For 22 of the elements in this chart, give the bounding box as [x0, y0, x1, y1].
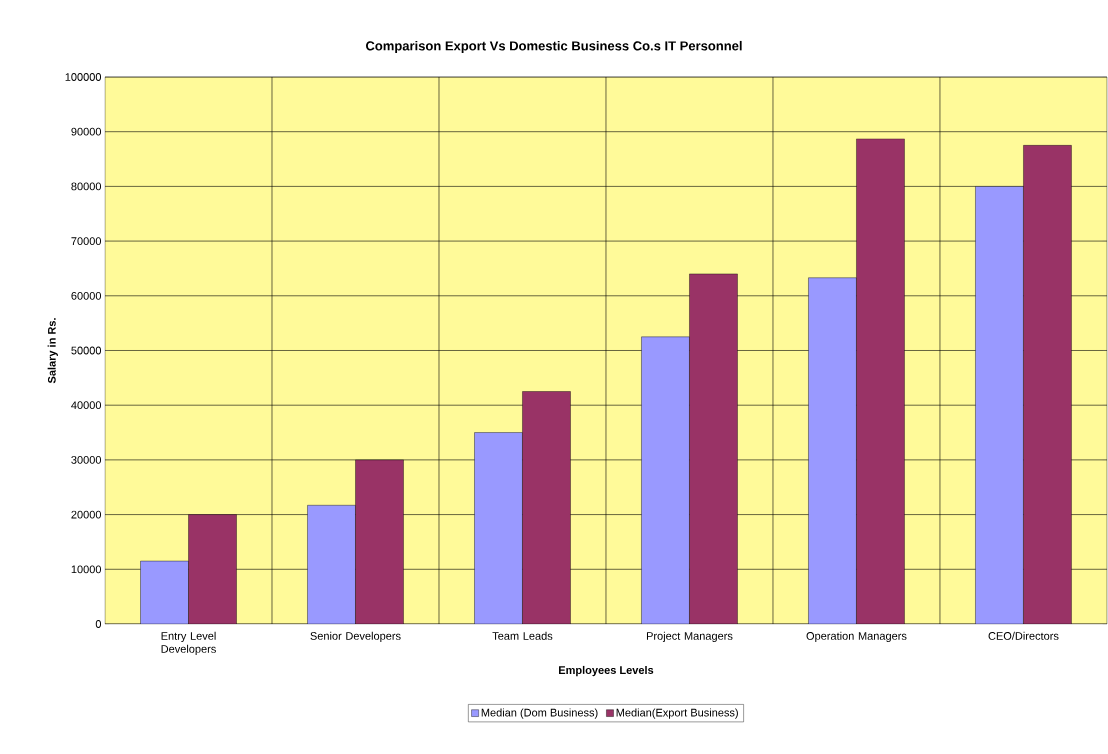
x-tick-label: CEO/Directors: [988, 631, 1059, 640]
legend-label: Median(Export Business): [616, 708, 738, 719]
x-tick-label: Senior Developers: [310, 631, 401, 643]
y-tick-label: 90000: [71, 127, 102, 136]
x-tick-label: Entry Level Developers: [161, 631, 216, 656]
chart-title: Comparison Export Vs Domestic Business Co.s IT Personnel: [365, 40, 742, 54]
y-tick-label: 70000: [71, 237, 102, 245]
y-tick-label: 20000: [71, 510, 102, 519]
y-tick-label: 80000: [71, 182, 102, 191]
y-tick-label: 60000: [71, 291, 102, 300]
x-axis-title: Employees Levels: [559, 665, 654, 677]
x-tick-label: Team Leads: [492, 631, 553, 640]
y-tick-label: 50000: [71, 346, 102, 355]
y-tick-label: 0: [95, 620, 102, 628]
y-tick-label: 100000: [65, 73, 102, 81]
legend-label: Median (Dom Business): [481, 708, 598, 719]
x-tick-label: Operation Managers: [806, 631, 907, 643]
x-tick-label: Project Managers: [646, 631, 733, 643]
y-axis-title: Salary in Rs.: [47, 318, 58, 384]
y-tick-label: 40000: [71, 401, 102, 410]
y-tick-label: 30000: [71, 456, 102, 464]
y-tick-label: 10000: [71, 565, 102, 574]
